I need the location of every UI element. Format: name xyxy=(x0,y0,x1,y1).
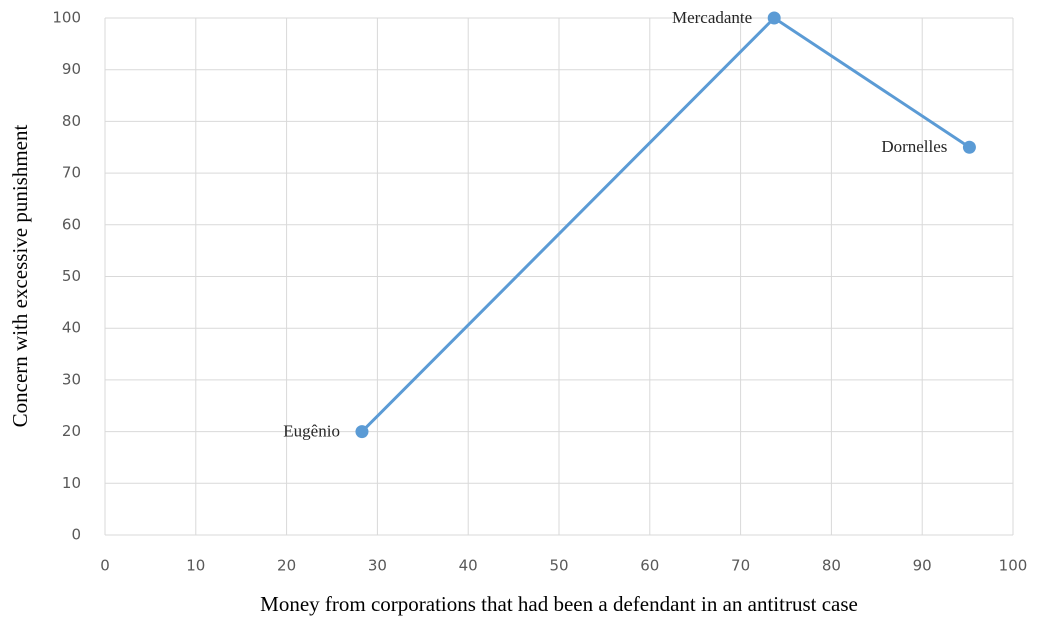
y-tick-label: 70 xyxy=(62,164,81,182)
x-tick-label: 50 xyxy=(549,557,568,575)
x-tick-label: 0 xyxy=(100,557,110,575)
x-tick-label: 70 xyxy=(731,557,750,575)
x-tick-label: 90 xyxy=(913,557,932,575)
point-label: Dornelles xyxy=(881,137,947,156)
x-tick-label: 100 xyxy=(999,557,1028,575)
y-tick-label: 30 xyxy=(62,370,81,388)
x-axis-title: Money from corporations that had been a … xyxy=(260,592,858,616)
x-tick-label: 20 xyxy=(277,557,296,575)
y-axis-title: Concern with excessive punishment xyxy=(8,124,32,427)
x-tick-label: 60 xyxy=(640,557,659,575)
x-tick-label: 40 xyxy=(459,557,478,575)
y-tick-label: 60 xyxy=(62,215,81,233)
marker xyxy=(355,425,369,439)
y-tick-label: 50 xyxy=(62,267,81,285)
y-tick-label: 40 xyxy=(62,319,81,337)
y-tick-label: 100 xyxy=(52,9,81,27)
y-tick-label: 20 xyxy=(62,422,81,440)
point-label: Eugênio xyxy=(283,422,340,441)
marker xyxy=(962,140,976,154)
y-tick-label: 0 xyxy=(71,526,81,544)
x-tick-label: 10 xyxy=(186,557,205,575)
x-tick-label: 80 xyxy=(822,557,841,575)
y-tick-label: 90 xyxy=(62,60,81,78)
y-tick-label: 80 xyxy=(62,112,81,130)
marker xyxy=(767,11,781,25)
point-label: Mercadante xyxy=(672,8,752,27)
x-tick-label: 30 xyxy=(368,557,387,575)
y-tick-label: 10 xyxy=(62,474,81,492)
